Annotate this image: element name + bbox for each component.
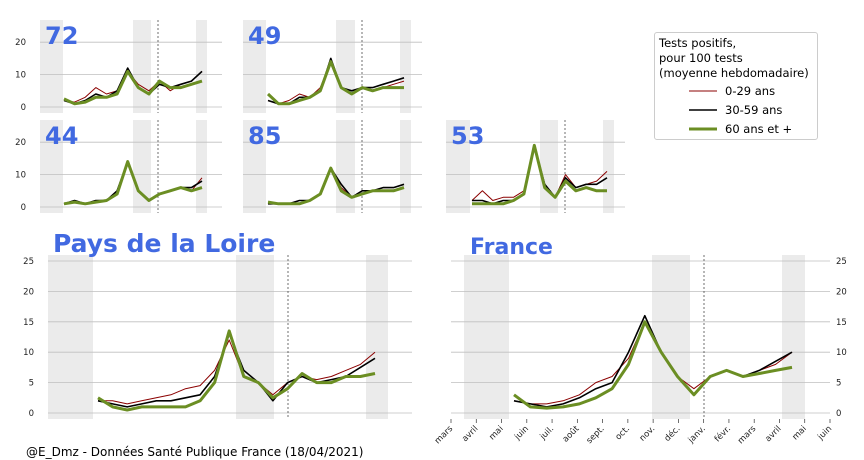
x-tick-label: déc. <box>662 423 683 444</box>
y-tick-label: 0 <box>836 409 841 419</box>
chart-panel-1: 49 <box>243 20 422 113</box>
x-tick-label: août <box>561 424 582 445</box>
period-shade <box>446 120 470 213</box>
period-shade <box>366 255 388 419</box>
x-tick-label: avril <box>460 424 480 444</box>
period-shade <box>243 120 266 213</box>
period-shade <box>48 255 93 419</box>
y-tick-label: 0 <box>21 103 26 113</box>
period-shade <box>336 120 355 213</box>
chart-title: 44 <box>45 122 78 150</box>
series-line-0 <box>471 144 608 201</box>
x-tick-label: mai <box>487 424 505 442</box>
chart-title: 72 <box>45 22 78 50</box>
chart-panel-4: 53 <box>446 120 625 213</box>
x-tick-label: janv. <box>686 424 708 446</box>
period-shade <box>40 20 63 113</box>
chart-panel-0: 0 10 20 72 <box>15 20 222 113</box>
y-tick-label: 5 <box>836 379 841 389</box>
period-shade <box>400 120 411 213</box>
series-line-2 <box>97 329 376 412</box>
x-tick-label: juin <box>815 424 834 443</box>
series-line-2 <box>513 320 793 410</box>
y-tick-label: 15 <box>23 318 34 328</box>
period-shade <box>243 20 266 113</box>
legend-swatch-senior <box>689 127 717 130</box>
x-tick-label: nov. <box>638 424 658 444</box>
y-tick-label: 10 <box>15 171 26 181</box>
series-line-2 <box>63 69 203 106</box>
y-tick-label: 20 <box>15 38 26 48</box>
legend-label-senior: 60 ans et + <box>725 121 793 136</box>
period-shade <box>40 120 63 213</box>
y-tick-label: 0 <box>21 203 26 213</box>
x-tick-label: juin <box>512 424 531 443</box>
x-tick-label: avril <box>763 424 783 444</box>
x-tick-label: févr. <box>712 423 733 444</box>
period-shade <box>133 20 151 113</box>
period-shade <box>782 255 805 419</box>
legend-label-middle: 30-59 ans <box>725 102 783 117</box>
y-tick-label: 20 <box>15 138 26 148</box>
y-tick-label: 25 <box>836 257 847 267</box>
chart-title: 85 <box>248 122 281 150</box>
period-shade <box>603 120 614 213</box>
legend-entry-senior: 60 ans et + <box>659 119 813 138</box>
source-credit: @E_Dmz - Données Santé Publique France (… <box>26 445 364 459</box>
x-tick-label: juil. <box>538 424 557 443</box>
period-shade <box>540 120 558 213</box>
legend-swatch-young <box>689 90 717 91</box>
y-tick-label: 20 <box>836 287 847 297</box>
y-tick-label: 10 <box>836 348 847 358</box>
period-shade <box>196 120 207 213</box>
y-tick-label: 10 <box>15 71 26 81</box>
legend-swatch-middle <box>689 108 717 111</box>
chart-title: 53 <box>451 122 484 150</box>
series-line-2 <box>63 160 203 206</box>
chart-title: France <box>470 235 553 260</box>
period-shade <box>652 255 690 419</box>
y-tick-label: 15 <box>836 318 847 328</box>
legend-label-young: 0-29 ans <box>725 83 776 98</box>
series-line-2 <box>267 166 405 206</box>
y-tick-label: 25 <box>23 257 34 267</box>
series-line-2 <box>266 60 404 106</box>
x-tick-label: mars <box>433 424 456 447</box>
legend-title: Tests positifs, pour 100 tests (moyenne … <box>659 36 809 80</box>
x-tick-label: sept. <box>585 424 607 446</box>
period-shade <box>400 20 411 113</box>
chart-title: 49 <box>248 22 281 50</box>
legend-entry-middle: 30-59 ans <box>659 100 813 119</box>
period-shade <box>196 20 207 113</box>
legend-entry-young: 0-29 ans <box>659 81 813 100</box>
legend: Tests positifs, pour 100 tests (moyenne … <box>654 32 818 140</box>
x-tick-label: mars <box>736 424 759 447</box>
series-line-2 <box>472 143 607 206</box>
period-shade <box>336 20 355 113</box>
y-tick-label: 5 <box>29 379 34 389</box>
x-tick-label: oct. <box>614 424 632 442</box>
chart-panel-2: 0 10 20 44 <box>15 120 222 213</box>
chart-title: Pays de la Loire <box>53 229 275 258</box>
y-tick-label: 0 <box>29 409 34 419</box>
x-tick-label: mai <box>791 424 809 442</box>
period-shade <box>464 255 509 419</box>
chart-panel-5: 0 5 10 15 20 25 Pays de la Loire <box>23 229 412 419</box>
chart-panel-3: 85 <box>243 120 422 213</box>
y-tick-label: 20 <box>23 287 34 297</box>
y-tick-label: 10 <box>23 348 34 358</box>
